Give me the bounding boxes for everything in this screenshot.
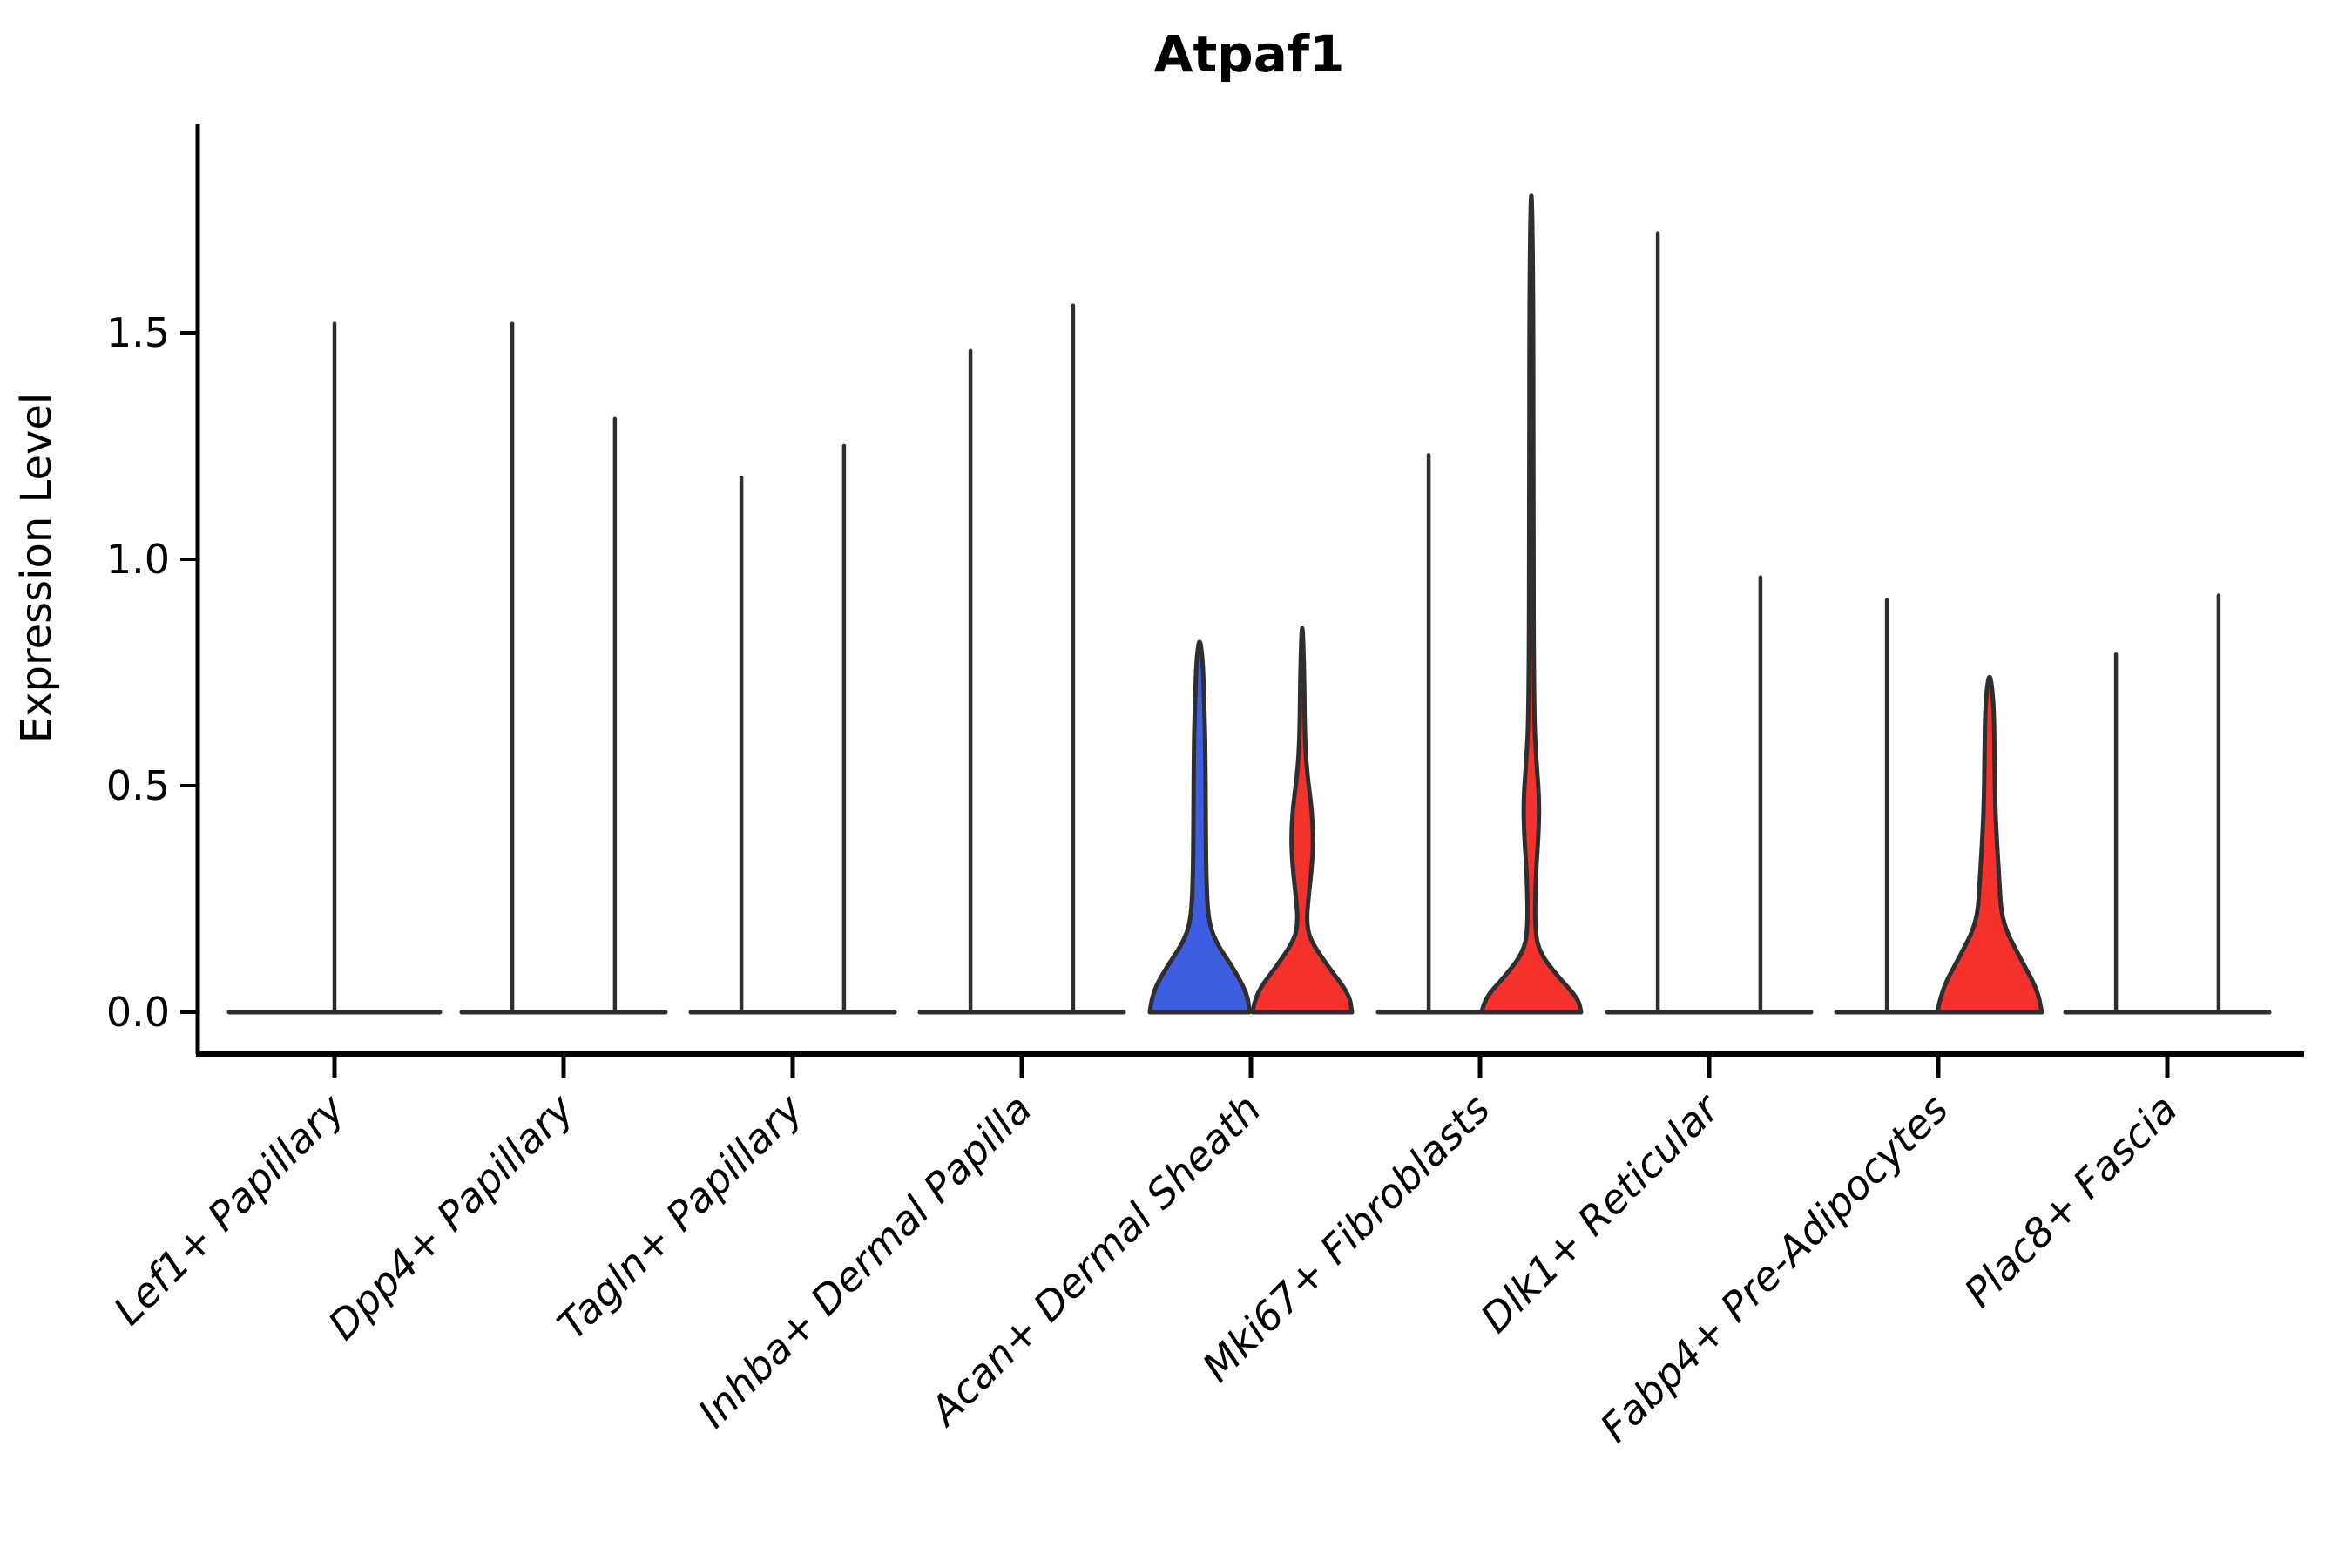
chart-title: Atpaf1 <box>1154 24 1345 84</box>
violin-body-7-red <box>1935 674 2044 1015</box>
y-tick-label: 0.0 <box>106 989 170 1036</box>
y-tick-label: 1.5 <box>106 309 170 356</box>
violin-layer <box>226 193 2272 1015</box>
x-tick-label: Tagln+ Papillary <box>548 1085 812 1348</box>
x-tick-label: Dpp4+ Papillary <box>319 1085 583 1348</box>
x-tick-label: Dlk1+ Reticular <box>1471 1083 1730 1342</box>
x-tick-label: Plac8+ Fascia <box>1955 1085 2186 1316</box>
violin-body-5-red <box>1479 193 1584 1015</box>
x-tick-label: Lef1+ Papillary <box>105 1085 354 1334</box>
y-tick-label: 0.5 <box>106 762 170 809</box>
y-tick-label: 1.0 <box>106 536 170 583</box>
violin-body-4-blue <box>1147 639 1252 1015</box>
violin-body-4-red <box>1250 625 1355 1015</box>
y-axis-label: Expression Level <box>12 393 61 744</box>
